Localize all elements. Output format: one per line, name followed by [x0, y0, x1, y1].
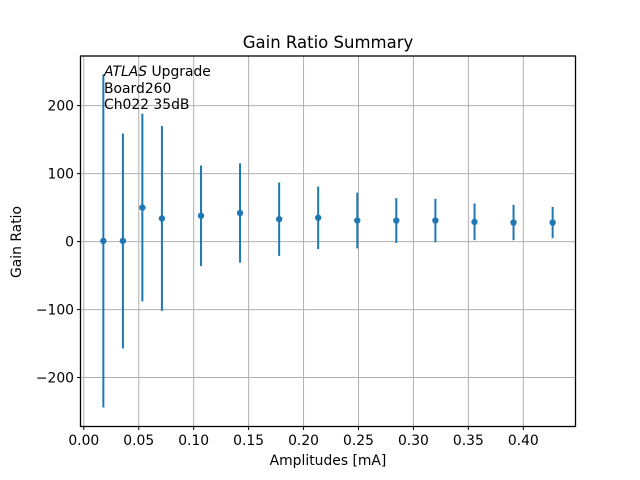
- x-tick-label: 0.30: [398, 433, 429, 449]
- data-point: [354, 217, 361, 224]
- annotation-line-3: Ch022 35dB: [104, 97, 190, 114]
- annotation-upgrade-label: Upgrade: [147, 64, 211, 80]
- x-tick-label: 0.20: [288, 433, 319, 449]
- x-tick-label: 0.00: [68, 433, 99, 449]
- annotation-line-2: Board260: [104, 80, 172, 97]
- data-point: [100, 237, 107, 245]
- y-axis-label: Gain Ratio: [9, 205, 25, 279]
- data-point: [510, 219, 517, 226]
- x-tick-label: 0.15: [233, 433, 264, 449]
- data-point: [158, 215, 166, 222]
- data-point: [432, 217, 439, 224]
- annotation: ATLAS Upgrade Board260 Ch022 35dB: [104, 64, 211, 114]
- data-point: [139, 204, 146, 211]
- axes-frame: [79, 55, 577, 428]
- y-tick-label: −100: [36, 302, 74, 318]
- data-point: [197, 212, 205, 219]
- y-tick-label: −200: [36, 370, 74, 386]
- annotation-atlas-label: ATLAS: [104, 64, 148, 80]
- data-point: [236, 209, 244, 217]
- chart-title: Gain Ratio Summary: [242, 33, 414, 52]
- x-tick-label: 0.05: [123, 433, 154, 449]
- data-point: [275, 215, 283, 223]
- data-point: [393, 217, 400, 224]
- data-point: [119, 237, 127, 245]
- x-axis-label: Amplitudes [mA]: [269, 453, 387, 469]
- x-tick-label: 0.35: [453, 433, 484, 449]
- x-tick-label: 0.40: [508, 433, 539, 449]
- y-tick-label: 0: [65, 234, 74, 250]
- data-point: [314, 214, 322, 221]
- x-tick-label: 0.25: [343, 433, 374, 449]
- annotation-line-1: ATLAS Upgrade: [104, 64, 211, 81]
- data-point: [471, 218, 478, 226]
- x-tick-label: 0.10: [178, 433, 209, 449]
- y-tick-label: 100: [47, 166, 74, 182]
- data-point: [549, 219, 556, 226]
- y-tick-label: 200: [47, 98, 74, 114]
